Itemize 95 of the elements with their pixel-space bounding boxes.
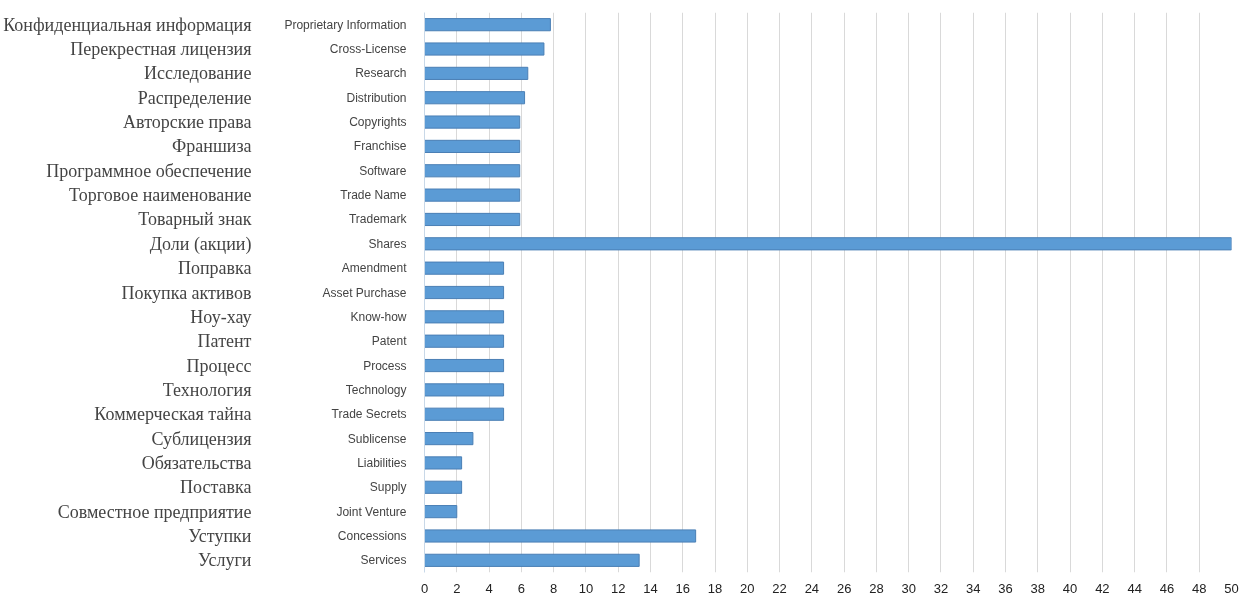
x-tick-label: 14 [643, 580, 658, 596]
y2-tick-label: Товарный знак [138, 209, 252, 230]
y-tick-label: Sublicense [347, 431, 407, 446]
x-tick-label: 6 [517, 580, 525, 596]
bar [424, 42, 545, 56]
y2-tick-label: Покупка активов [121, 282, 252, 303]
x-tick-label: 4 [485, 580, 493, 596]
x-tick-label: 2 [453, 580, 461, 596]
x-tick-label: 38 [1030, 580, 1046, 596]
x-tick-label: 0 [420, 580, 429, 596]
y-tick-label: Software [359, 163, 407, 178]
bar [424, 188, 521, 202]
x-tick-label: 32 [933, 580, 949, 596]
y2-tick-label: Ноу-хау [190, 306, 252, 327]
x-tick-label: 8 [550, 580, 558, 596]
x-tick-label: 26 [836, 580, 852, 596]
bar [424, 212, 521, 227]
x-tick-label: 44 [1127, 580, 1142, 596]
y-tick-label: Amendment [341, 261, 408, 276]
bar [424, 310, 505, 324]
y-tick-label: Proprietary Information [284, 17, 407, 32]
y2-tick-label: Франшиза [172, 136, 252, 157]
bar [424, 334, 505, 348]
y-tick-label: Know-how [350, 309, 407, 324]
y2-tick-label: Перекрестная лицензия [70, 39, 252, 60]
bar [424, 432, 474, 446]
y-tick-label: Process [363, 358, 407, 373]
y2-tick-label: Сублицензия [151, 428, 252, 449]
x-tick-label: 46 [1159, 580, 1175, 596]
y-tick-label: Franchise [353, 139, 407, 154]
x-tick-label: 16 [675, 580, 690, 596]
y-tick-label: Services [360, 553, 407, 568]
x-tick-label: 18 [707, 580, 723, 596]
x-tick-label: 36 [998, 580, 1013, 596]
y2-tick-label: Уступки [188, 525, 252, 546]
bar [424, 237, 1232, 251]
bar [424, 285, 505, 300]
x-tick-label: 34 [966, 580, 981, 596]
y2-tick-label: Совместное предприятие [57, 501, 252, 522]
y2-tick-label: Поправка [177, 258, 252, 279]
y-tick-label: Asset Purchase [322, 285, 407, 300]
x-tick-label: 28 [869, 580, 884, 596]
y2-tick-label: Процесс [186, 355, 252, 376]
bar [424, 456, 463, 470]
y-tick-label: Patent [371, 334, 408, 349]
x-tick-label: 12 [610, 580, 626, 596]
y2-tick-label: Распределение [137, 87, 252, 108]
bar [424, 553, 640, 567]
y2-tick-label: Конфиденциальная информация [3, 14, 252, 35]
y2-tick-label: Патент [197, 331, 252, 352]
x-tick-label: 40 [1062, 580, 1078, 596]
y2-tick-label: Поставка [180, 477, 252, 498]
y-tick-label: Supply [369, 480, 407, 495]
y2-tick-label: Обязательства [141, 452, 252, 473]
y-tick-label: Concessions [337, 528, 407, 543]
y-tick-label: Cross-License [329, 42, 407, 57]
y-tick-label: Shares [368, 236, 407, 251]
bar [424, 383, 505, 397]
bar [424, 407, 505, 421]
x-tick-label: 10 [578, 580, 594, 596]
y-tick-label: Liabilities [357, 455, 407, 470]
y2-tick-label: Торговое наименование [69, 185, 252, 206]
y-tick-label: Trademark [348, 212, 408, 227]
y-tick-label: Joint Venture [336, 504, 407, 519]
bar [424, 91, 526, 105]
y2-tick-label: Авторские права [123, 112, 252, 133]
y-tick-label: Distribution [346, 90, 407, 105]
x-tick-label: 42 [1095, 580, 1110, 596]
bar [424, 529, 697, 543]
x-tick-label: 22 [772, 580, 787, 596]
y2-tick-label: Доли (акции) [149, 233, 252, 255]
y-tick-label: Trade Name [340, 188, 407, 203]
x-tick-label: 20 [740, 580, 755, 596]
y2-tick-label: Услуги [197, 550, 252, 571]
bar [424, 505, 458, 519]
y2-tick-label: Программное обеспечение [46, 160, 252, 181]
y2-tick-label: Технология [162, 379, 252, 400]
bar [424, 480, 463, 494]
y-tick-label: Trade Secrets [331, 407, 407, 422]
bar [424, 261, 505, 275]
bar [424, 66, 529, 80]
y2-tick-label: Исследование [144, 63, 252, 84]
y-tick-label: Technology [345, 382, 407, 397]
bar [424, 358, 505, 373]
bar [424, 139, 521, 153]
x-tick-label: 48 [1191, 580, 1207, 596]
y-tick-label: Research [355, 66, 407, 81]
x-tick-label: 30 [901, 580, 916, 596]
bar [424, 164, 521, 178]
x-tick-label: 50 [1224, 580, 1239, 596]
y-tick-label: Copyrights [349, 115, 407, 130]
x-tick-label: 24 [804, 580, 820, 596]
bar [424, 18, 551, 32]
bar [424, 115, 521, 129]
y2-tick-label: Коммерческая тайна [94, 404, 252, 425]
